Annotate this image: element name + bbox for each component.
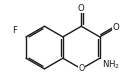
Text: F: F bbox=[12, 26, 17, 35]
Text: O: O bbox=[78, 4, 85, 13]
Text: NH$_2$: NH$_2$ bbox=[102, 59, 120, 71]
Text: O: O bbox=[112, 23, 119, 32]
Text: O: O bbox=[78, 64, 84, 73]
